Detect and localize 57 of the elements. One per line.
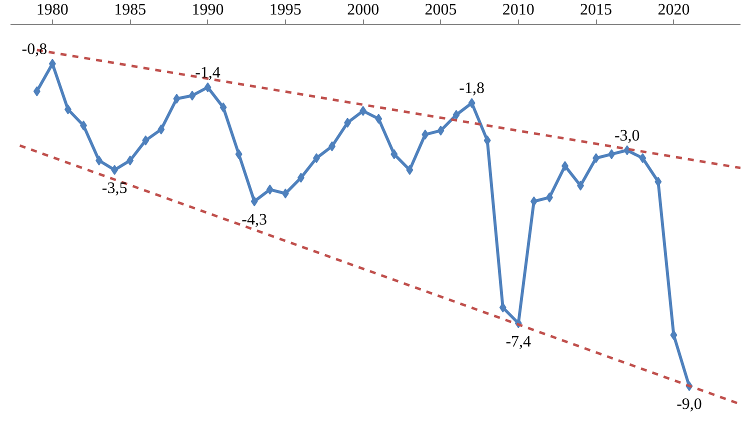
data-label: -3,0 xyxy=(614,127,640,144)
x-tick-label: 2015 xyxy=(580,2,612,18)
x-tick-label: 2000 xyxy=(347,2,380,18)
point xyxy=(48,58,56,69)
point xyxy=(654,176,662,187)
point xyxy=(422,130,429,140)
point xyxy=(111,164,118,175)
point xyxy=(499,302,506,313)
point xyxy=(375,114,382,124)
point xyxy=(670,330,678,340)
x-tick-label: 1995 xyxy=(269,2,302,18)
data-label: -0,8 xyxy=(22,40,48,58)
point xyxy=(266,184,274,195)
x-tick-label: 1985 xyxy=(114,2,146,18)
point xyxy=(158,124,165,134)
x-tick-label: 2005 xyxy=(424,2,457,18)
x-tick-label: 1980 xyxy=(36,2,68,18)
point xyxy=(344,118,352,128)
point xyxy=(297,172,304,183)
point xyxy=(328,141,336,152)
data-label: -3,5 xyxy=(102,180,128,197)
point xyxy=(592,153,600,164)
x-tick-label: 1990 xyxy=(192,2,224,18)
point xyxy=(452,110,460,120)
point xyxy=(173,94,180,104)
point xyxy=(312,153,320,164)
point xyxy=(624,145,631,156)
point xyxy=(406,164,414,175)
point xyxy=(360,106,367,116)
point xyxy=(282,188,289,199)
data-label: -1,8 xyxy=(459,80,484,98)
data-label: -7,4 xyxy=(506,333,532,350)
point xyxy=(437,126,444,136)
point xyxy=(96,155,103,166)
point xyxy=(250,196,258,206)
data-label: -4,3 xyxy=(242,211,268,228)
point xyxy=(390,149,398,160)
point xyxy=(639,153,646,164)
point xyxy=(468,98,476,108)
point xyxy=(126,155,134,166)
point xyxy=(577,180,584,191)
point xyxy=(484,135,491,146)
point xyxy=(561,160,568,171)
point xyxy=(188,90,196,101)
point xyxy=(546,192,553,202)
point xyxy=(608,149,616,160)
point xyxy=(220,102,227,112)
data-label: -9,0 xyxy=(676,396,702,414)
point xyxy=(142,135,150,146)
point xyxy=(33,86,40,96)
point xyxy=(530,196,538,206)
x-tick-label: 2010 xyxy=(502,2,534,18)
data-label: -1,4 xyxy=(195,64,220,82)
point xyxy=(204,82,212,92)
x-tick-label: 2020 xyxy=(658,2,690,18)
point xyxy=(235,149,242,160)
point xyxy=(64,104,72,114)
